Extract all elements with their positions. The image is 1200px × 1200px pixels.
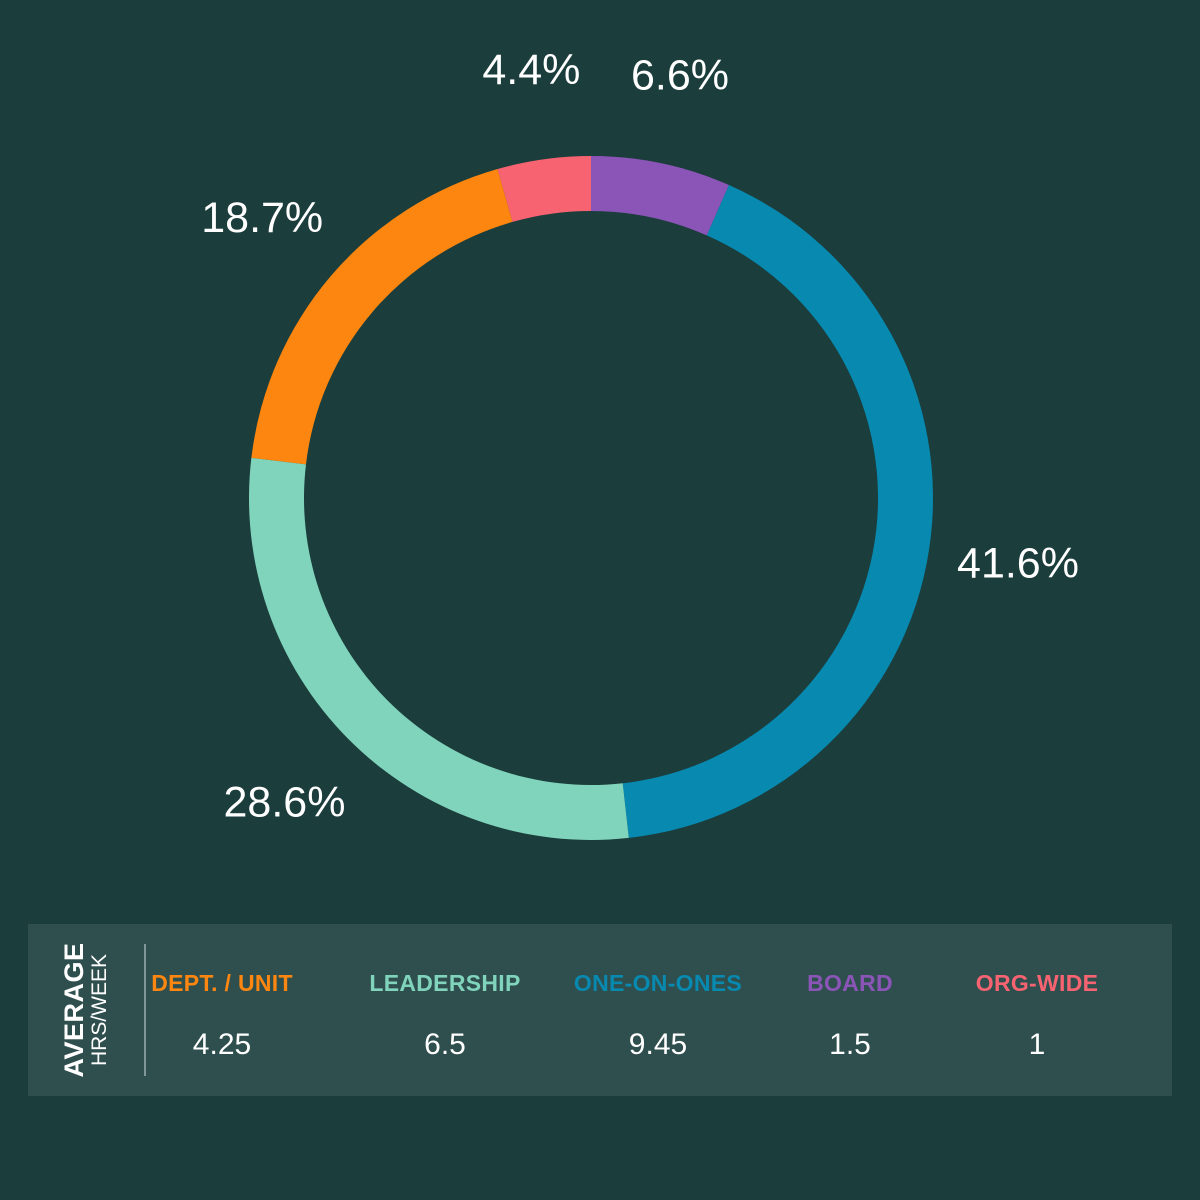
legend-item-value: 1: [1028, 1028, 1046, 1061]
slice-label-leadership: 28.6%: [224, 778, 346, 826]
slice-label-org-wide: 4.4%: [482, 46, 580, 94]
legend-item-leadership: LEADERSHIP 6.5: [335, 924, 555, 1096]
legend-item-value: 6.5: [424, 1028, 466, 1061]
slice-leadership: [248, 457, 629, 841]
slice-label-dept-unit: 18.7%: [201, 194, 323, 242]
legend-divider: [144, 944, 146, 1076]
legend-item-name: ONE-ON-ONES: [573, 970, 743, 996]
legend-item-name: ORG-WIDE: [975, 970, 1099, 996]
legend-item-value: 1.5: [829, 1028, 871, 1061]
slice-label-one-on-ones: 41.6%: [957, 540, 1079, 588]
slice-one-on-ones: [622, 185, 934, 838]
legend-item-dept-unit: DEPT. / UNIT 4.25: [112, 924, 332, 1096]
legend-item-name: LEADERSHIP: [369, 970, 521, 996]
legend-caption-average: AVERAGE: [59, 942, 89, 1078]
legend-caption-hrs-week: HRS/WEEK: [88, 954, 111, 1067]
slice-board: [591, 156, 729, 236]
slice-org-wide: [497, 156, 591, 222]
legend-item-value: 9.45: [628, 1028, 688, 1061]
legend-item-org-wide: ORG-WIDE 1: [927, 924, 1147, 1096]
legend-panel: AVERAGE HRS/WEEK DEPT. / UNIT 4.25 LEADE…: [28, 924, 1172, 1096]
legend-item-one-on-ones: ONE-ON-ONES 9.45: [548, 924, 768, 1096]
donut-chart: 6.6% 41.6% 28.6% 18.7% 4.4%: [201, 46, 1079, 841]
legend-item-value: 4.25: [192, 1028, 252, 1061]
slice-label-board: 6.6%: [631, 51, 729, 99]
slice-dept-unit: [251, 169, 513, 465]
legend-item-name: BOARD: [807, 970, 893, 996]
legend-item-board: BOARD 1.5: [740, 924, 960, 1096]
legend-item-name: DEPT. / UNIT: [151, 970, 293, 996]
